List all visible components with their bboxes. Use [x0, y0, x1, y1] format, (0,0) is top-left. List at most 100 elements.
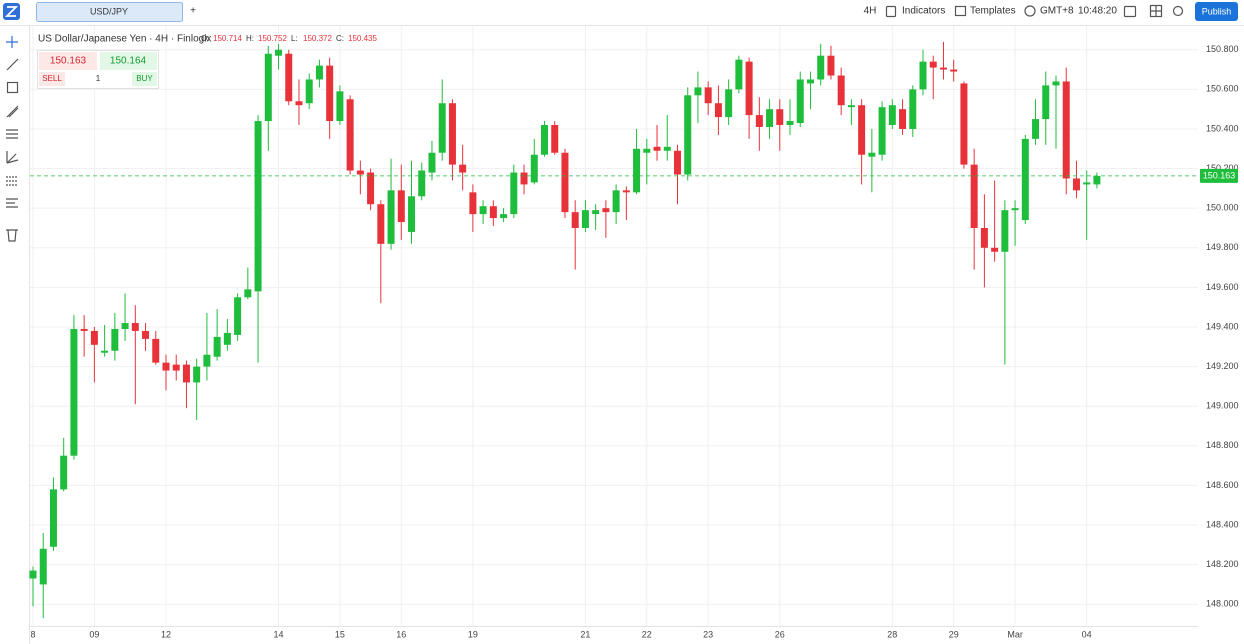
layout-icon[interactable]	[1123, 5, 1137, 18]
candle-body	[367, 172, 375, 205]
quantity[interactable]: 1	[96, 74, 101, 83]
candle-body	[919, 61, 927, 90]
candle-body	[858, 105, 866, 155]
grid-icon-lines	[1150, 5, 1162, 17]
last-price-label: 150.163	[1203, 170, 1236, 180]
candle-body	[581, 210, 589, 228]
candle-body	[1052, 81, 1060, 86]
fan-tool[interactable]	[6, 151, 19, 164]
text-tool[interactable]	[6, 198, 18, 208]
candle-body	[633, 148, 641, 193]
delete-tool[interactable]	[6, 229, 18, 242]
buy-price-box[interactable]	[100, 52, 157, 70]
candle-body	[602, 208, 610, 213]
candle-body	[500, 214, 508, 219]
candle-body	[336, 91, 344, 122]
channel-tool[interactable]	[6, 105, 19, 118]
candle-body	[1062, 81, 1070, 179]
symbol-tab[interactable]	[36, 2, 183, 22]
candle-body	[1021, 138, 1029, 221]
legend-ohlc-value: 150.435	[348, 34, 377, 43]
left-toolbar	[6, 26, 30, 644]
x-tick-label: 15	[335, 629, 345, 639]
candle-body	[295, 101, 303, 106]
y-tick-label: 148.400	[1206, 519, 1239, 529]
candle-body	[694, 87, 702, 96]
y-tick-label: 149.400	[1206, 321, 1239, 331]
candle-body	[428, 152, 436, 173]
settings-icon[interactable]	[1172, 5, 1184, 17]
sell-price-box[interactable]	[39, 52, 97, 70]
trade-widget: 150.163 150.164 SELL 1 BUY	[37, 50, 159, 89]
line-tool[interactable]	[6, 58, 19, 71]
plot-area: 148.000 148.200 148.400 148.600 148.800 149.0…	[29, 26, 1239, 639]
candle-body	[551, 125, 559, 153]
candle-body	[29, 570, 37, 579]
candle-body	[725, 89, 733, 118]
candle-body	[673, 150, 681, 175]
legend-ohlc-label: C:	[336, 34, 344, 43]
x-tick-label: 16	[396, 629, 406, 639]
candle-body	[592, 210, 600, 215]
candle-body	[776, 109, 784, 126]
x-tick-label: Mar	[1007, 629, 1023, 639]
candle-body	[1093, 175, 1101, 185]
interval-button[interactable]: 4H	[864, 6, 877, 17]
timezone-button[interactable]: GMT+8	[1040, 6, 1074, 17]
candle-body	[254, 121, 262, 292]
pattern-tool[interactable]	[6, 176, 18, 186]
candle-body	[356, 170, 364, 175]
candle-body	[305, 79, 313, 104]
fib-tool[interactable]	[6, 129, 18, 139]
publish-button[interactable]	[1195, 2, 1238, 21]
buy-button[interactable]	[132, 72, 157, 86]
candle-body	[418, 170, 426, 197]
y-tick-label: 150.400	[1206, 123, 1239, 133]
candle-body	[786, 121, 794, 126]
candle-body	[663, 146, 671, 151]
candle-body	[479, 206, 487, 215]
indicators-button[interactable]: Indicators	[902, 6, 945, 17]
candle-body	[806, 79, 814, 84]
candle-body	[182, 364, 190, 383]
templates-button[interactable]: Templates	[970, 6, 1016, 17]
candle-body	[448, 103, 456, 165]
candle-body	[264, 53, 272, 122]
candle-body	[929, 61, 937, 68]
candle-body	[714, 103, 722, 118]
y-tick-label: 150.600	[1206, 84, 1239, 94]
candle-body	[193, 366, 201, 383]
x-tick-label: 04	[1082, 629, 1092, 639]
candle-body	[622, 190, 630, 193]
candle-body	[1042, 85, 1050, 120]
legend-ohlc-label: H:	[246, 34, 254, 43]
candle-body	[60, 455, 68, 490]
legend-symbol: US Dollar/Japanese Yen · 4H · Finlogix	[38, 34, 211, 45]
candle-body	[438, 103, 446, 153]
add-tab[interactable]: +	[190, 6, 196, 17]
candle-body	[111, 328, 119, 351]
sell-price: 150.163	[50, 56, 87, 67]
candle-body	[684, 95, 692, 175]
buy-label: BUY	[136, 74, 153, 83]
candle-body	[377, 204, 385, 244]
y-tick-label: 149.200	[1206, 361, 1239, 371]
candle-body	[980, 227, 988, 248]
candle-body	[244, 289, 252, 298]
sell-label: SELL	[42, 74, 62, 83]
rect-tool[interactable]	[6, 81, 19, 94]
indicators-icon	[885, 5, 897, 18]
candle-body	[459, 164, 467, 173]
x-tick-label: 23	[703, 629, 713, 639]
candle-body	[285, 53, 293, 102]
crosshair-tool[interactable]	[6, 36, 18, 48]
candle-body	[510, 172, 518, 215]
y-tick-label: 149.800	[1206, 242, 1239, 252]
x-tick-label: 28	[887, 629, 897, 639]
sell-button[interactable]	[39, 72, 65, 86]
legend-ohlc-value: 150.752	[258, 34, 287, 43]
x-tick-label: 12	[161, 629, 171, 639]
candle-body	[520, 172, 528, 185]
